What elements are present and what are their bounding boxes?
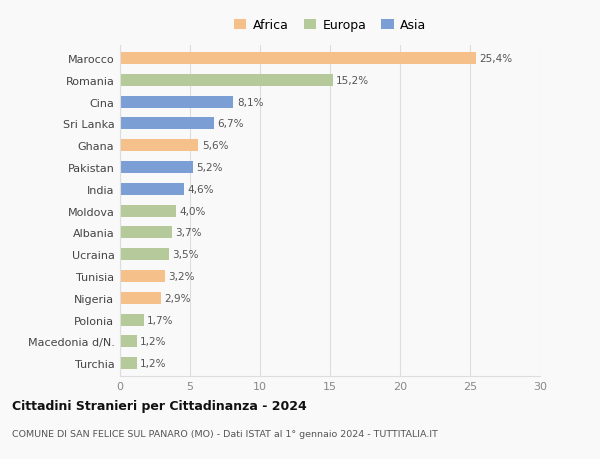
Bar: [120, 205, 176, 217]
Text: 1,2%: 1,2%: [140, 336, 167, 347]
Text: 25,4%: 25,4%: [479, 54, 512, 64]
Text: 15,2%: 15,2%: [336, 76, 370, 86]
Bar: [120, 75, 333, 87]
Bar: [120, 162, 193, 174]
Text: 2,9%: 2,9%: [164, 293, 191, 303]
Bar: [120, 184, 184, 196]
Text: 8,1%: 8,1%: [237, 97, 263, 107]
Bar: [120, 96, 233, 108]
Text: 1,7%: 1,7%: [148, 315, 174, 325]
Text: 5,2%: 5,2%: [196, 162, 223, 173]
Bar: [120, 118, 214, 130]
Text: Cittadini Stranieri per Cittadinanza - 2024: Cittadini Stranieri per Cittadinanza - 2…: [12, 399, 307, 412]
Text: 3,2%: 3,2%: [168, 271, 195, 281]
Text: COMUNE DI SAN FELICE SUL PANARO (MO) - Dati ISTAT al 1° gennaio 2024 - TUTTITALI: COMUNE DI SAN FELICE SUL PANARO (MO) - D…: [12, 429, 438, 438]
Bar: [120, 358, 137, 369]
Bar: [120, 292, 161, 304]
Text: 4,0%: 4,0%: [179, 206, 206, 216]
Legend: Africa, Europa, Asia: Africa, Europa, Asia: [234, 19, 426, 32]
Bar: [120, 249, 169, 261]
Bar: [120, 314, 144, 326]
Bar: [120, 140, 199, 152]
Bar: [120, 227, 172, 239]
Text: 3,7%: 3,7%: [175, 228, 202, 238]
Text: 1,2%: 1,2%: [140, 358, 167, 368]
Text: 4,6%: 4,6%: [188, 185, 214, 195]
Bar: [120, 53, 476, 65]
Bar: [120, 336, 137, 347]
Bar: [120, 270, 165, 282]
Text: 6,7%: 6,7%: [217, 119, 244, 129]
Text: 5,6%: 5,6%: [202, 141, 229, 151]
Text: 3,5%: 3,5%: [173, 250, 199, 260]
